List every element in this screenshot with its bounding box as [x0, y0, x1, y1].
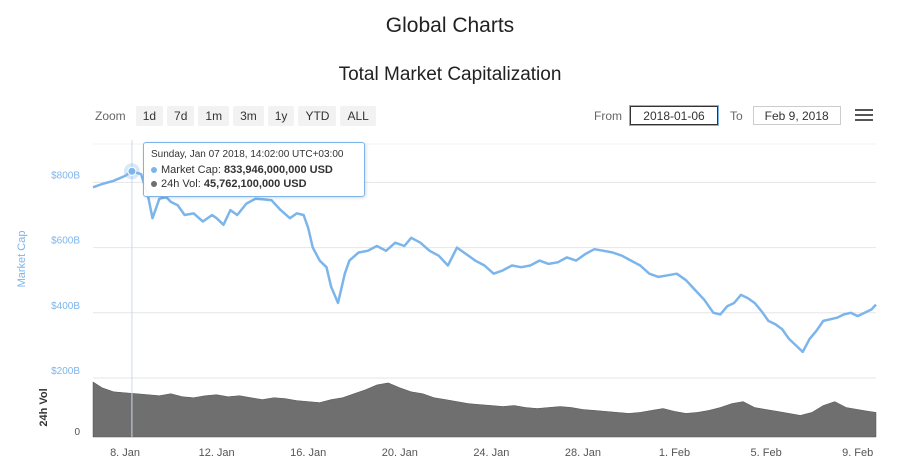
tooltip-volume-value: 45,762,100,000 USD: [203, 178, 307, 190]
zoom-3m-button[interactable]: 3m: [233, 106, 264, 126]
x-axis-labels: 8. Jan 12. Jan 16. Jan 20. Jan 24. Jan 28. Ja…: [110, 447, 873, 459]
y-tick-label: $800B: [51, 170, 80, 181]
zoom-label: Zoom: [95, 109, 126, 123]
y-axis-title-volume: 24h Vol: [38, 388, 50, 426]
market-cap-series-line[interactable]: [92, 170, 877, 354]
from-date-input[interactable]: [629, 105, 719, 126]
y-tick-label: $400B: [51, 301, 80, 312]
x-tick-label: 5. Feb: [751, 447, 782, 459]
volume-tick-zero: 0: [74, 427, 80, 438]
tooltip-market-cap-label: Market Cap:: [161, 164, 221, 176]
date-range: From To: [594, 105, 841, 126]
x-tick-label: 28. Jan: [565, 447, 601, 459]
x-tick-label: 12. Jan: [199, 447, 235, 459]
x-tick-label: 16. Jan: [290, 447, 326, 459]
chart-title: Total Market Capitalization: [338, 64, 562, 85]
zoom-ytd-button[interactable]: YTD: [298, 106, 337, 126]
to-date-input[interactable]: [752, 106, 841, 125]
zoom-1d-button[interactable]: 1d: [135, 106, 164, 126]
y-tick-label: $600B: [51, 236, 80, 247]
hover-point: [127, 166, 137, 176]
volume-series-area: [92, 381, 877, 438]
tooltip-market-cap-row: Market Cap: 833,946,000,000 USD: [151, 163, 357, 177]
y-tick-label: $200B: [51, 366, 80, 377]
y-axis-title-market-cap: Market Cap: [16, 231, 28, 288]
x-tick-label: 8. Jan: [110, 447, 140, 459]
zoom-bar: Zoom 1d 7d 1m 3m 1y YTD ALL: [95, 106, 376, 126]
market-cap-dot-icon: [151, 167, 157, 174]
zoom-1y-button[interactable]: 1y: [267, 106, 295, 126]
from-label: From: [594, 108, 622, 123]
zoom-7d-button[interactable]: 7d: [167, 106, 195, 126]
to-label: To: [730, 108, 743, 123]
page-title: Global Charts: [385, 14, 515, 37]
hamburger-menu-icon[interactable]: [855, 109, 873, 123]
tooltip-volume-label: 24h Vol:: [161, 178, 201, 190]
volume-dot-icon: [151, 181, 157, 188]
tooltip-volume-row: 24h Vol: 45,762,100,000 USD: [151, 177, 357, 191]
x-tick-label: 1. Feb: [659, 447, 690, 459]
tooltip-market-cap-value: 833,946,000,000 USD: [223, 164, 333, 176]
x-tick-label: 20. Jan: [382, 447, 418, 459]
tooltip-date: Sunday, Jan 07 2018, 14:02:00 UTC+03:00: [151, 149, 344, 160]
zoom-all-button[interactable]: ALL: [340, 106, 376, 126]
zoom-1m-button[interactable]: 1m: [198, 106, 230, 126]
x-tick-label: 9. Feb: [842, 447, 873, 459]
y-axis-labels: $200B $400B $600B $800B: [51, 170, 80, 377]
tooltip: Sunday, Jan 07 2018, 14:02:00 UTC+03:00 …: [143, 142, 365, 197]
x-tick-label: 24. Jan: [473, 447, 509, 459]
